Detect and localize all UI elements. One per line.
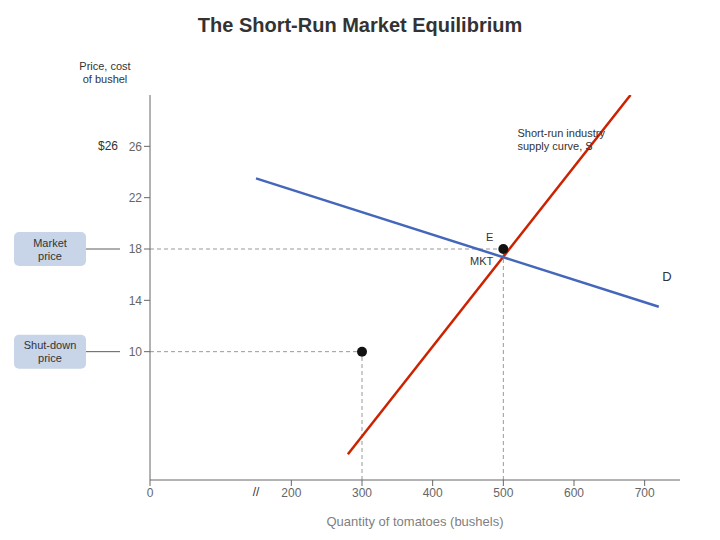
svg-text:14: 14 [129, 294, 143, 308]
svg-text:0: 0 [147, 486, 154, 500]
svg-text:10: 10 [129, 345, 143, 359]
svg-text://: // [253, 485, 260, 499]
svg-text:600: 600 [564, 486, 584, 500]
svg-text:700: 700 [635, 486, 655, 500]
svg-text:400: 400 [423, 486, 443, 500]
svg-text:18: 18 [129, 242, 143, 256]
svg-text:D: D [662, 269, 671, 284]
svg-text:MKT: MKT [470, 255, 494, 267]
svg-text:Shut-downprice: Shut-downprice [24, 339, 77, 364]
svg-text:E: E [486, 231, 493, 243]
svg-text:Quantity of tomatoes (bushels): Quantity of tomatoes (bushels) [326, 514, 503, 529]
svg-text:22: 22 [129, 191, 143, 205]
svg-text:Short-run industrysupply curve: Short-run industrysupply curve, S [517, 127, 605, 152]
svg-text:Price, costof bushel: Price, costof bushel [79, 60, 130, 85]
svg-text:200: 200 [281, 486, 301, 500]
svg-text:Marketprice: Marketprice [33, 237, 67, 262]
svg-text:300: 300 [352, 486, 372, 500]
svg-text:$26: $26 [98, 139, 118, 153]
svg-text:26: 26 [129, 140, 143, 154]
svg-text:500: 500 [493, 486, 513, 500]
html-text:The Short-Run Market Equilibri: The Short-Run Market Equilibrium [197, 13, 523, 36]
